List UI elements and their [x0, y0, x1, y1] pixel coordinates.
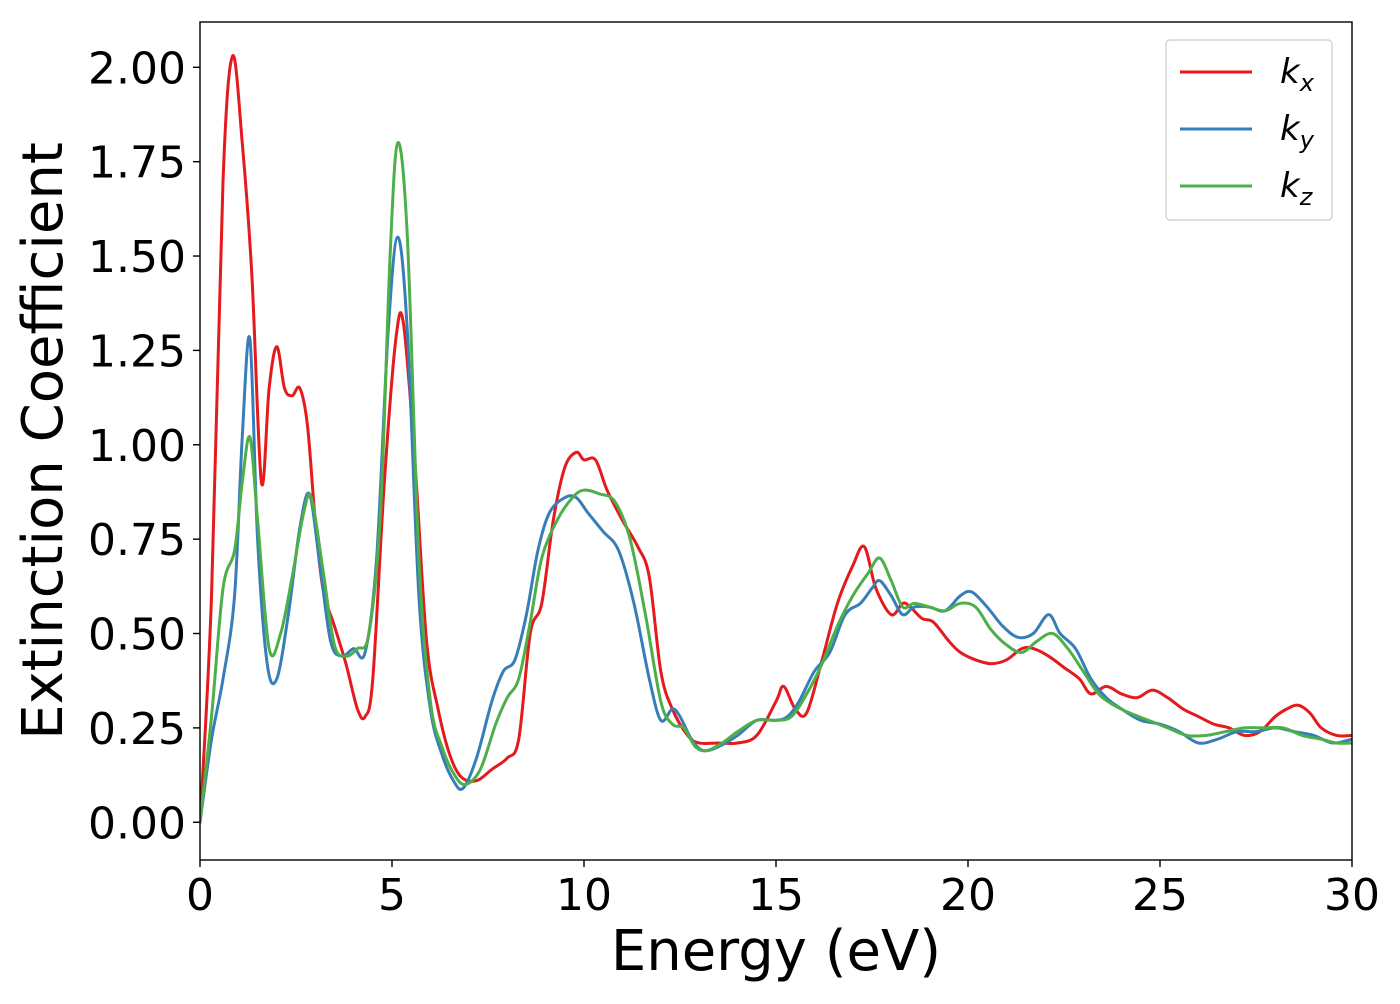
y-axis: 0.00 0.25 0.50 0.75 1.00 1.25 1.50 1.75 2.00 [88, 43, 200, 849]
series-line-kx [200, 54, 1352, 824]
y-tick-label: 0.00 [88, 798, 186, 849]
x-axis-label: Energy (eV) [611, 919, 941, 984]
y-tick-label: 0.25 [88, 704, 186, 755]
x-tick-label: 0 [186, 870, 214, 921]
x-tick-label: 30 [1324, 870, 1380, 921]
x-tick-label: 25 [1132, 870, 1188, 921]
x-tick-label: 10 [556, 870, 612, 921]
legend-subscript: y [1299, 126, 1315, 154]
y-tick-label: 1.25 [88, 326, 186, 377]
y-tick-label: 1.00 [88, 421, 186, 472]
legend-subscript: x [1299, 69, 1315, 97]
x-tick-label: 15 [748, 870, 804, 921]
x-tick-label: 20 [940, 870, 996, 921]
y-tick-label: 0.75 [88, 515, 186, 566]
x-axis: 0 5 10 15 20 25 30 [186, 860, 1380, 921]
y-tick-label: 1.75 [88, 138, 186, 189]
y-tick-label: 0.50 [88, 610, 186, 661]
series-layer [200, 54, 1352, 824]
y-axis-label: Extinction Coefficient [11, 142, 76, 740]
y-tick-label: 2.00 [88, 43, 186, 94]
x-tick-label: 5 [378, 870, 406, 921]
legend-subscript: z [1299, 183, 1314, 211]
series-line-ky [200, 235, 1352, 824]
y-tick-label: 1.50 [88, 232, 186, 283]
series-line-kz [200, 141, 1352, 824]
